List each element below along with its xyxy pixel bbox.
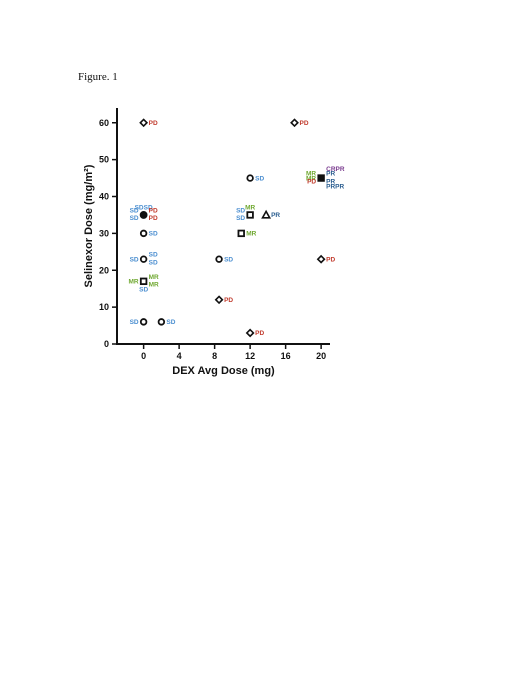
response-label: SD [224,256,233,263]
filled-circle-marker [139,211,148,219]
response-label: PR [326,178,335,185]
response-label: MR [149,282,159,289]
response-label: SD [149,259,158,266]
ticks: 0 10 20 30 40 50 60 0 4 8 12 16 20 [99,118,326,361]
circle-marker [139,229,148,238]
axes [116,108,330,345]
response-label: MR [245,204,255,211]
data-point: PD [316,254,335,264]
data-point: SD [215,255,233,263]
filled-square-marker [317,174,325,182]
x-tick-label: 0 [141,351,146,361]
x-tick-label: 16 [281,351,291,361]
figure-caption: Figure. 1 [78,71,118,83]
response-label: CRPR [326,166,345,173]
response-label: SDSD [135,204,153,211]
response-label: SD [139,286,148,293]
response-label: PD [149,120,158,127]
response-label: SD [166,319,175,326]
y-tick-label: 50 [99,155,109,165]
y-tick-label: 30 [99,228,109,238]
square-marker [139,277,148,286]
x-tick-label: 4 [177,351,182,361]
x-axis-title: DEX Avg Dose (mg) [172,365,275,377]
circle-marker [139,255,148,263]
response-label: SD [130,256,139,263]
response-label: SD [236,215,245,222]
response-label: PD [149,207,158,214]
response-label: PD [255,330,264,337]
response-label: SD [236,207,245,214]
response-label: SD [255,175,264,182]
circle-marker [246,174,254,182]
response-label: PR [326,171,335,178]
data-point: PR [261,209,280,219]
square-marker [246,211,254,219]
x-tick-label: 20 [316,351,326,361]
x-tick-label: 8 [212,351,217,361]
circle-marker [139,318,148,326]
response-label: MR [149,274,159,281]
data-point: PD [139,118,158,128]
x-tick-label: 12 [245,351,255,361]
data-point: PD [214,295,233,305]
triangle-marker [261,209,272,219]
response-label: SD [149,231,158,238]
circle-marker [157,318,166,326]
data-point: PD [245,328,264,338]
y-tick-label: 0 [104,339,109,349]
diamond-marker [139,118,149,128]
data-points: PD PDSDCRPRPRPRPRPRMRMRPDSDSDSDSDPDPDMRSD… [129,118,345,338]
response-label: MR [246,231,256,238]
y-tick-label: 10 [99,302,109,312]
y-tick-label: 60 [99,118,109,128]
y-tick-label: 20 [99,265,109,275]
data-point: SD [246,174,264,182]
response-label: SD [149,252,158,259]
response-label: MR [306,175,316,182]
response-label: MR [129,279,139,286]
circle-marker [215,255,223,263]
response-label: PRPR [326,183,344,190]
data-point: MR [237,229,257,238]
data-point: SD [130,318,148,326]
square-marker [237,229,245,238]
data-point: SD [157,318,176,326]
diamond-marker [214,295,224,305]
response-label: SD [130,319,139,326]
data-point: PD [290,118,309,128]
response-label: PD [326,256,335,263]
diamond-marker [290,118,299,128]
response-label: SD [130,215,139,222]
response-label: MR [306,171,316,178]
response-label: PD [300,120,309,127]
diamond-marker [245,328,255,338]
response-label: PD [224,297,233,304]
y-axis-title: Selinexor Dose (mg/m²) [83,164,95,287]
y-tick-label: 40 [99,192,109,202]
data-point: SD [139,229,158,238]
response-label: PD [307,178,316,185]
diamond-marker [316,254,326,264]
response-label: SD [130,207,139,214]
response-label: PD [149,215,158,222]
response-label: PR [271,212,280,219]
